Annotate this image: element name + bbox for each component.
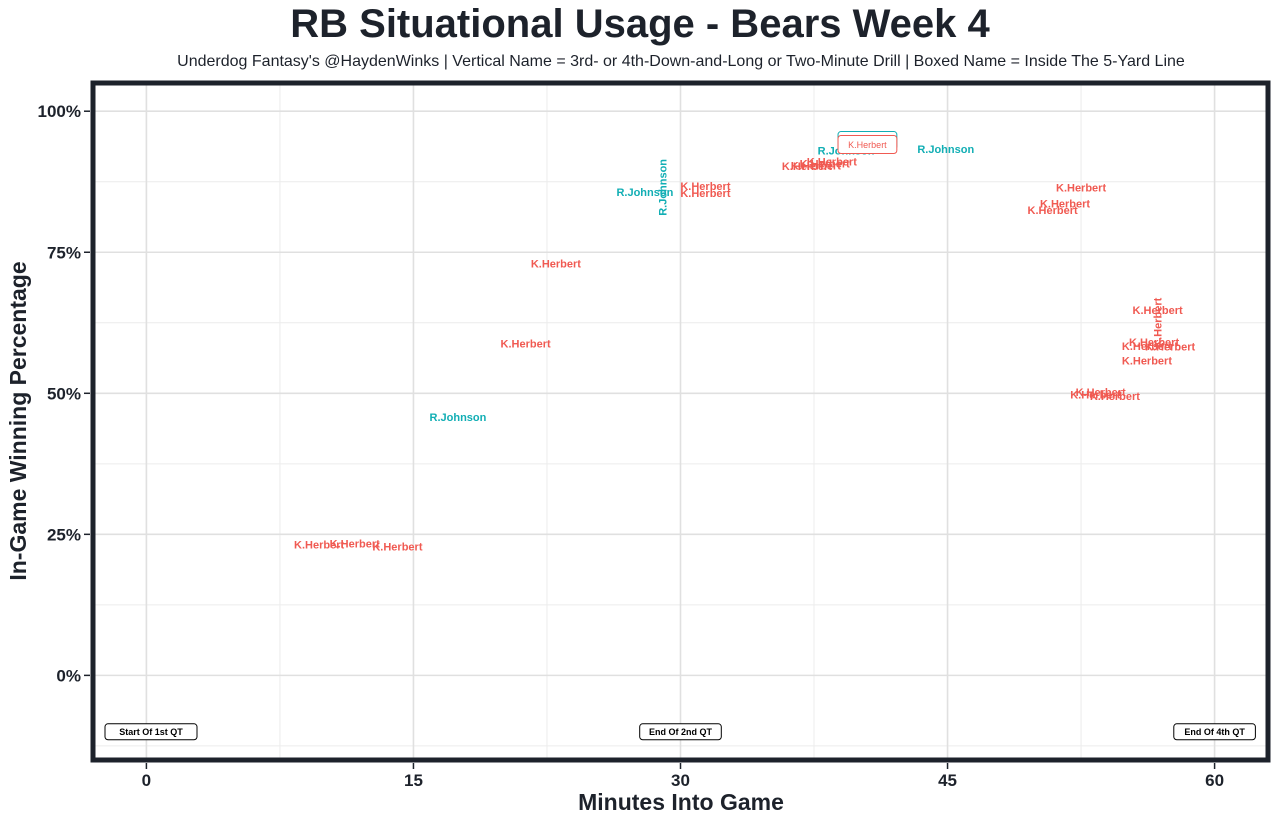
point-label: K.Herbert xyxy=(1028,205,1078,217)
point-label-vertical: R.Johnson xyxy=(658,159,670,216)
y-tick-label: 50% xyxy=(47,384,81,403)
chart-title: RB Situational Usage - Bears Week 4 xyxy=(290,2,990,46)
quarter-marker: End Of 2nd QT xyxy=(639,723,722,741)
point-label: R.Johnson xyxy=(616,187,673,199)
quarter-marker-label: End Of 2nd QT xyxy=(649,727,712,737)
y-tick-label: 100% xyxy=(38,102,81,121)
point-label: K.Herbert xyxy=(800,159,850,171)
point-label: R.Johnson xyxy=(917,144,974,156)
x-axis-title: Minutes Into Game xyxy=(578,789,784,815)
quarter-marker-label: Start Of 1st QT xyxy=(119,727,183,737)
quarter-markers: Start Of 1st QT End Of 2nd QT End Of 4th Q… xyxy=(104,723,1256,741)
point-label: K.Herbert xyxy=(531,259,581,271)
point-label: K.Herbert xyxy=(501,339,551,351)
point-label: K.Herbert xyxy=(807,156,857,168)
data-points: K.HerbertK.HerbertK.HerbertR.JohnsonK.He… xyxy=(294,131,1195,554)
point-label-vertical: K.Herbert xyxy=(1153,297,1165,347)
y-axis-title: In-Game Winning Percentage xyxy=(5,261,31,580)
point-label: K.Herbert xyxy=(1145,341,1195,353)
point-label: K.Herbert xyxy=(330,538,380,550)
point-label: K.Herbert xyxy=(680,181,730,193)
major-gridlines xyxy=(93,83,1268,760)
point-label: K.Herbert xyxy=(1040,199,1090,211)
point-label-boxed: K.Herbert xyxy=(837,134,898,154)
point-label: K.Herbert xyxy=(1122,341,1172,353)
quarter-marker: End Of 4th QT xyxy=(1173,723,1256,741)
quarter-marker-label: End Of 4th QT xyxy=(1184,727,1245,737)
y-axis-ticks: 0% 25% 50% 75% 100% xyxy=(38,102,90,685)
x-tick-label: 45 xyxy=(938,771,957,790)
y-tick-label: 25% xyxy=(47,525,81,544)
y-tick-label: 75% xyxy=(47,243,81,262)
chart-subtitle: Underdog Fantasy's @HaydenWinks | Vertic… xyxy=(177,53,1185,70)
point-label: K.Herbert xyxy=(1129,337,1179,349)
point-label: K.Herbert xyxy=(1133,305,1183,317)
point-label: K.Herbert xyxy=(848,140,887,150)
point-label: K.Herbert xyxy=(782,161,832,173)
x-tick-label: 0 xyxy=(142,771,151,790)
point-label: K.Herbert xyxy=(372,542,422,554)
point-label: R.Johnson xyxy=(430,412,487,424)
point-label: K.Herbert xyxy=(791,160,841,172)
x-tick-label: 15 xyxy=(404,771,423,790)
x-tick-label: 60 xyxy=(1205,771,1224,790)
point-label: K.Herbert xyxy=(1090,391,1140,403)
x-axis-ticks: 0 15 30 45 60 xyxy=(142,763,1224,790)
point-label: K.Herbert xyxy=(680,188,730,200)
point-label: K.Herbert xyxy=(294,539,344,551)
point-label: K.Herbert xyxy=(1070,389,1120,401)
x-tick-label: 30 xyxy=(671,771,690,790)
point-label: K.Herbert xyxy=(1122,356,1172,368)
point-label: K.Herbert xyxy=(1076,387,1126,399)
quarter-marker: Start Of 1st QT xyxy=(104,723,198,741)
y-tick-label: 0% xyxy=(56,666,81,685)
point-label: K.Herbert xyxy=(1056,182,1106,194)
panel-border xyxy=(90,80,1271,763)
